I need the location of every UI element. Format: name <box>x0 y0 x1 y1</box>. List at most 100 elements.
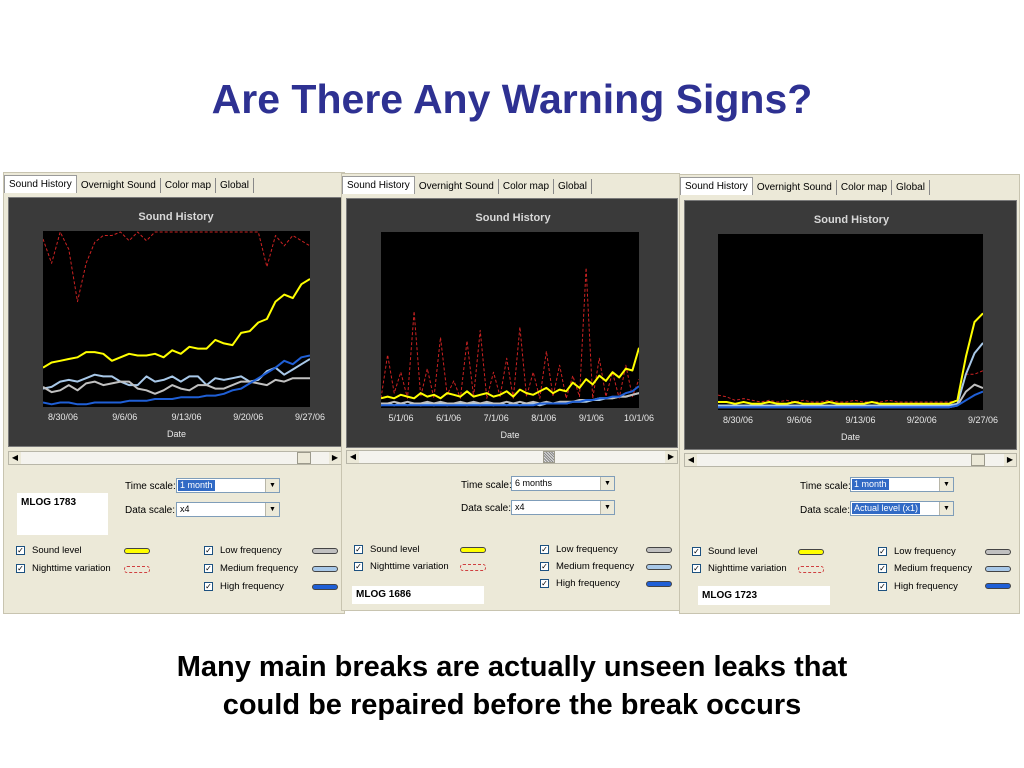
data-scale-select[interactable]: Actual level (x1) ▼ <box>850 501 954 516</box>
sound-history-panel-1723: Sound History Overnight Sound Color map … <box>679 174 1020 614</box>
data-scale-label: Data scale: <box>461 503 512 514</box>
x-axis-label: Date <box>500 430 519 440</box>
scroll-right-icon[interactable]: ▶ <box>665 451 677 463</box>
tab-color-map[interactable]: Color map <box>837 180 893 195</box>
series-line-nighttime-variation <box>718 370 983 403</box>
chevron-down-icon[interactable]: ▼ <box>600 477 614 490</box>
checkbox-checked-icon[interactable]: ✓ <box>540 579 549 588</box>
checkbox-checked-icon[interactable]: ✓ <box>692 564 701 573</box>
chevron-down-icon[interactable]: ▼ <box>939 478 953 491</box>
x-tick-label: 5/1/06 <box>388 413 413 423</box>
scroll-thumb[interactable] <box>971 454 985 466</box>
chevron-down-icon[interactable]: ▼ <box>939 502 953 515</box>
medium-frequency-swatch <box>985 566 1011 572</box>
x-tick-label: 7/1/06 <box>484 413 509 423</box>
scroll-right-icon[interactable]: ▶ <box>329 452 341 464</box>
checkbox-checked-icon[interactable]: ✓ <box>540 545 549 554</box>
meter-id-label: MLOG 1686 <box>352 586 484 604</box>
x-tick-label: 9/20/06 <box>907 415 937 425</box>
tab-sound-history[interactable]: Sound History <box>4 175 77 193</box>
sound-history-chart: Sound History 8/30/06 9/6/06 9/13/06 9/20/06… <box>718 214 998 442</box>
tab-global[interactable]: Global <box>216 178 254 193</box>
checkbox-checked-icon[interactable]: ✓ <box>204 564 213 573</box>
scroll-left-icon[interactable]: ◀ <box>347 451 359 463</box>
chart-title: Sound History <box>814 214 890 226</box>
chevron-down-icon[interactable]: ▼ <box>600 501 614 514</box>
chart-area: Sound History 8/30/06 9/6/06 9/13/06 9/20/06… <box>8 197 342 447</box>
x-tick-label: 8/1/06 <box>531 413 556 423</box>
scroll-left-icon[interactable]: ◀ <box>9 452 21 464</box>
low-frequency-swatch <box>312 548 338 554</box>
scroll-thumb[interactable] <box>543 451 555 463</box>
scroll-thumb[interactable] <box>297 452 311 464</box>
chart-area: Sound History 5/1/06 6/1/06 7/1/06 8/1/06 9/1… <box>346 198 678 448</box>
sound-history-chart: Sound History 5/1/06 6/1/06 7/1/06 8/1/06 9/1… <box>381 212 654 440</box>
tab-overnight-sound[interactable]: Overnight Sound <box>415 179 499 194</box>
series-line-sound-level <box>43 278 310 369</box>
tab-global[interactable]: Global <box>892 180 930 195</box>
sound-level-swatch <box>798 549 824 555</box>
chart-title: Sound History <box>475 212 551 224</box>
legend-label: Medium frequency <box>220 563 299 574</box>
series-line-low-frequency <box>43 377 310 395</box>
checkbox-checked-icon[interactable]: ✓ <box>540 562 549 571</box>
low-frequency-swatch <box>985 549 1011 555</box>
checkbox-checked-icon[interactable]: ✓ <box>354 545 363 554</box>
series-group <box>718 312 983 409</box>
checkbox-checked-icon[interactable]: ✓ <box>692 547 701 556</box>
nighttime-variation-swatch <box>460 564 486 571</box>
checkbox-checked-icon[interactable]: ✓ <box>878 582 887 591</box>
meter-id-label: MLOG 1723 <box>698 586 830 605</box>
series-line-sound-level <box>718 312 983 405</box>
data-scale-label: Data scale: <box>800 505 851 516</box>
scroll-right-icon[interactable]: ▶ <box>1004 454 1016 466</box>
time-scale-select[interactable]: 1 month ▼ <box>850 477 954 492</box>
time-scale-select[interactable]: 6 months ▼ <box>511 476 615 491</box>
x-tick-label: 9/6/06 <box>787 415 812 425</box>
sound-history-chart: Sound History 8/30/06 9/6/06 9/13/06 9/20/06… <box>43 211 325 439</box>
x-axis-label: Date <box>841 432 860 442</box>
time-scale-select[interactable]: 1 month ▼ <box>176 478 280 493</box>
horizontal-scrollbar[interactable]: ◀ ▶ <box>346 450 678 464</box>
legend-label: Medium frequency <box>894 563 973 574</box>
legend-label: High frequency <box>894 581 958 592</box>
medium-frequency-swatch <box>646 564 672 570</box>
caption-line-2: could be repaired before the break occur… <box>222 689 802 721</box>
data-scale-select[interactable]: x4 ▼ <box>176 502 280 517</box>
tab-color-map[interactable]: Color map <box>499 179 555 194</box>
tab-bar: Sound History Overnight Sound Color map … <box>4 175 254 193</box>
x-tick-label: 10/1/06 <box>624 413 654 423</box>
checkbox-checked-icon[interactable]: ✓ <box>204 546 213 555</box>
legend-label: Low frequency <box>894 546 956 557</box>
data-scale-select[interactable]: x4 ▼ <box>511 500 615 515</box>
chevron-down-icon[interactable]: ▼ <box>265 479 279 492</box>
data-scale-value: x4 <box>515 502 525 512</box>
scroll-left-icon[interactable]: ◀ <box>685 454 697 466</box>
horizontal-scrollbar[interactable]: ◀ ▶ <box>684 453 1017 467</box>
x-axis-label: Date <box>167 429 186 439</box>
time-scale-value: 1 month <box>852 479 889 490</box>
high-frequency-swatch <box>312 584 338 590</box>
tab-sound-history[interactable]: Sound History <box>342 176 415 194</box>
tab-global[interactable]: Global <box>554 179 592 194</box>
checkbox-checked-icon[interactable]: ✓ <box>878 564 887 573</box>
legend-label: Sound level <box>708 546 758 557</box>
tab-sound-history[interactable]: Sound History <box>680 177 753 195</box>
medium-frequency-swatch <box>312 566 338 572</box>
chevron-down-icon[interactable]: ▼ <box>265 503 279 516</box>
x-tick-label: 8/30/06 <box>723 415 753 425</box>
checkbox-checked-icon[interactable]: ✓ <box>204 582 213 591</box>
horizontal-scrollbar[interactable]: ◀ ▶ <box>8 451 342 465</box>
checkbox-checked-icon[interactable]: ✓ <box>354 562 363 571</box>
tab-overnight-sound[interactable]: Overnight Sound <box>753 180 837 195</box>
tab-bar: Sound History Overnight Sound Color map … <box>680 177 930 195</box>
checkbox-checked-icon[interactable]: ✓ <box>16 564 25 573</box>
checkbox-checked-icon[interactable]: ✓ <box>16 546 25 555</box>
tab-overnight-sound[interactable]: Overnight Sound <box>77 178 161 193</box>
legend-label: Nighttime variation <box>370 561 449 572</box>
high-frequency-swatch <box>985 583 1011 589</box>
checkbox-checked-icon[interactable]: ✓ <box>878 547 887 556</box>
tab-bar: Sound History Overnight Sound Color map … <box>342 176 592 194</box>
data-scale-label: Data scale: <box>125 505 176 516</box>
tab-color-map[interactable]: Color map <box>161 178 217 193</box>
